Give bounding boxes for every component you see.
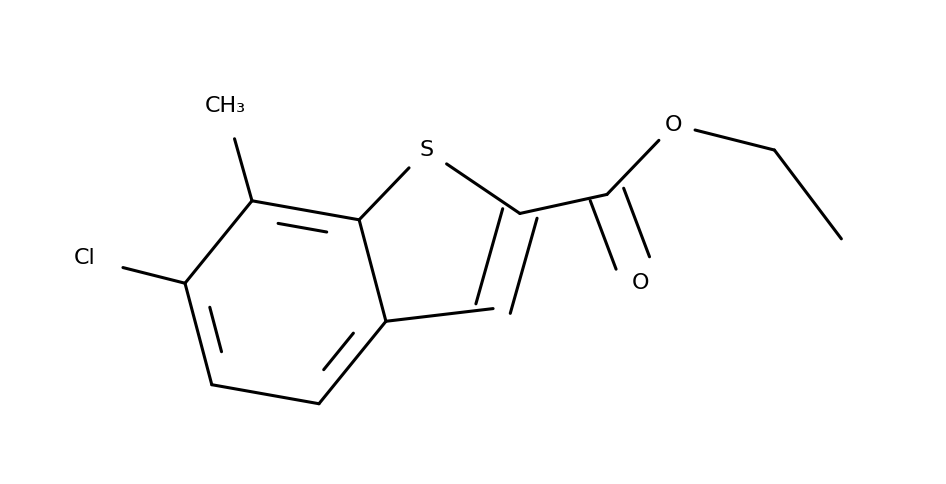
Text: O: O (665, 115, 683, 135)
Text: Cl: Cl (74, 248, 96, 268)
Text: CH₃: CH₃ (204, 96, 246, 116)
Text: S: S (419, 140, 433, 160)
Text: O: O (632, 273, 649, 293)
